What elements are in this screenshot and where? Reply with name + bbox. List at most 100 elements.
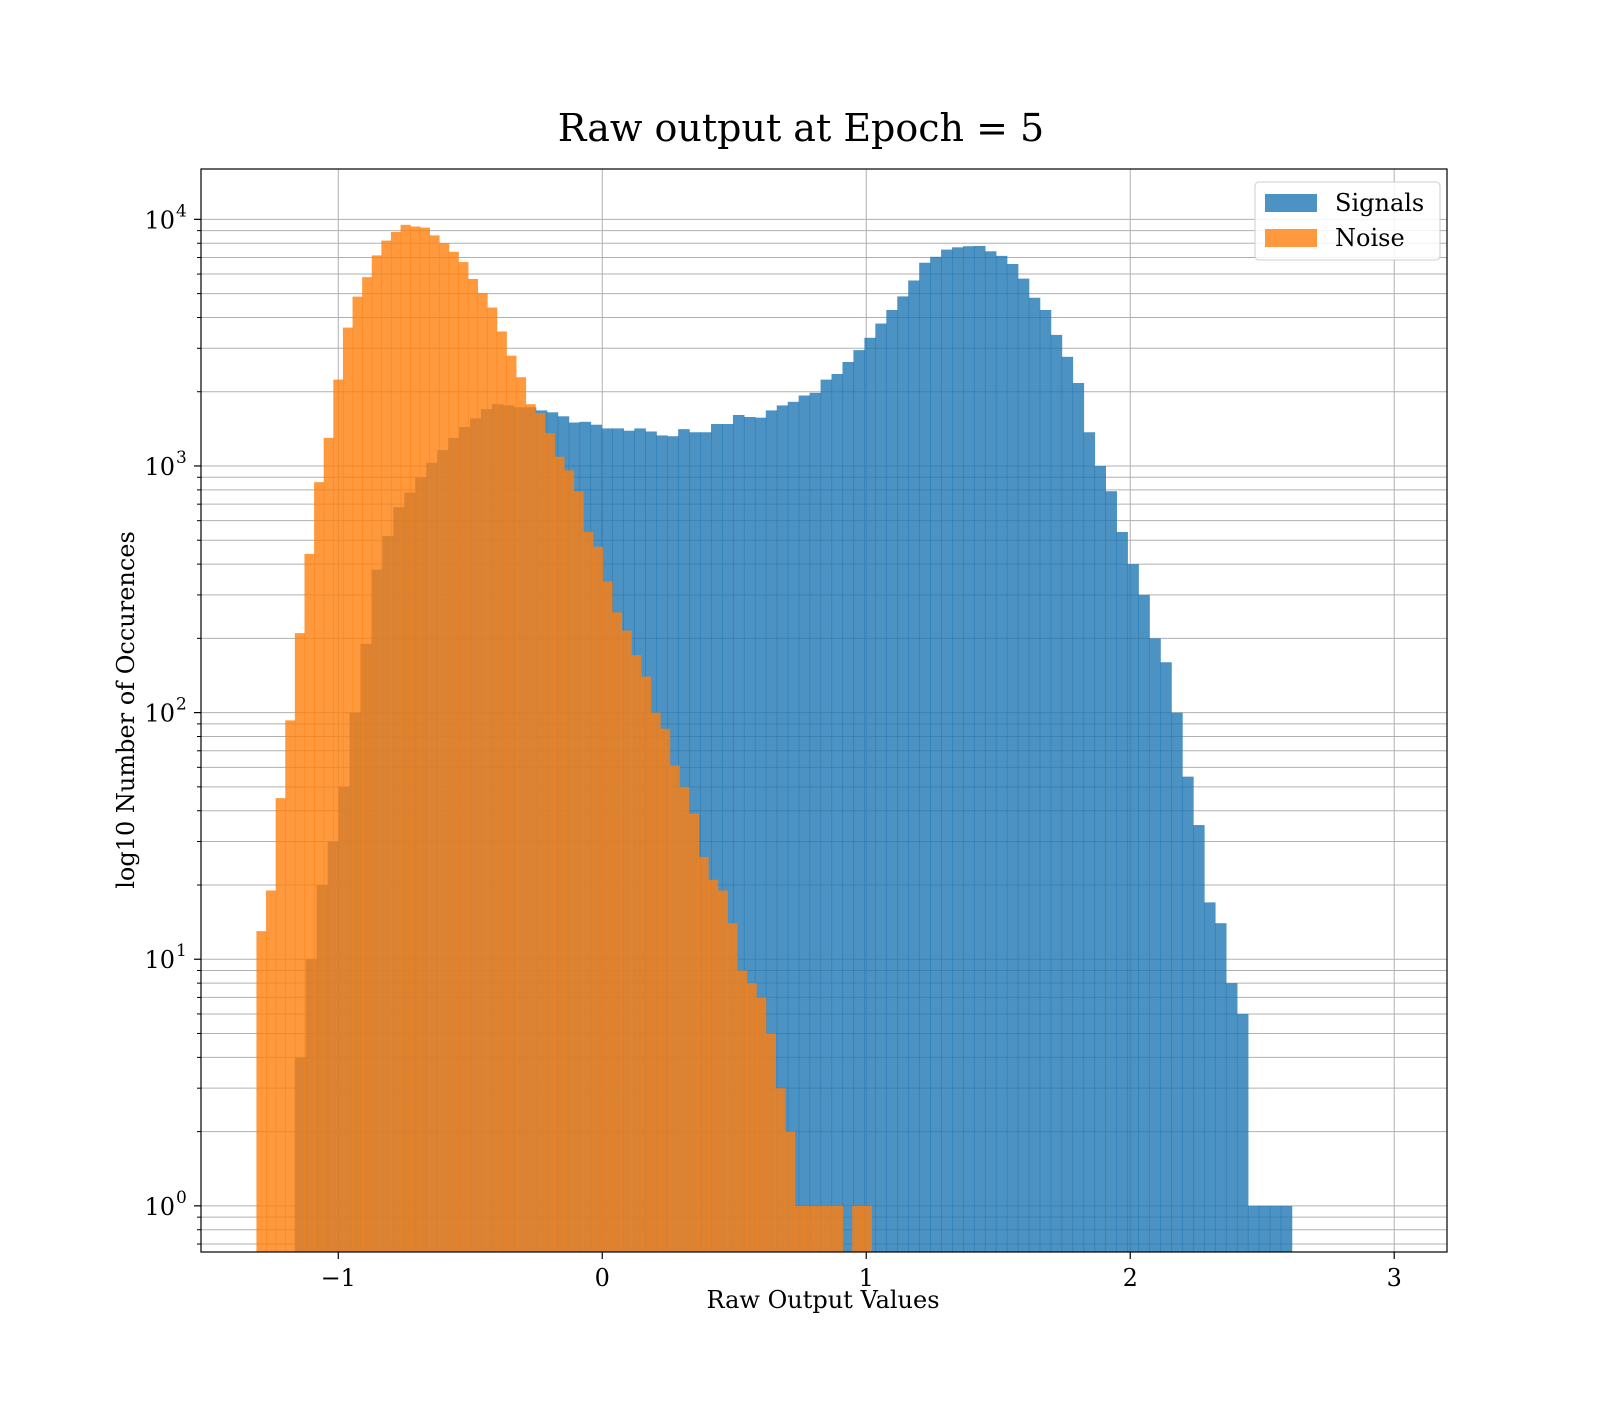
histogram-bars — [256, 224, 1293, 1253]
bar-noise — [861, 1205, 873, 1252]
y-tick-exponent: 2 — [176, 695, 187, 715]
legend-swatch-signals — [1265, 194, 1317, 212]
bar-noise — [688, 813, 700, 1252]
bar-noise — [669, 765, 680, 1252]
bar-signals — [1017, 278, 1030, 1252]
bar-signals — [1072, 382, 1085, 1252]
chart-title: Raw output at Epoch = 5 — [558, 106, 1044, 150]
bar-noise — [756, 997, 767, 1252]
legend: Signals Noise — [1254, 181, 1441, 261]
bar-noise — [708, 879, 719, 1252]
bar-noise — [294, 633, 306, 1252]
bar-noise — [419, 227, 430, 1253]
bar-noise — [323, 437, 334, 1252]
bar-signals — [1083, 432, 1096, 1252]
bar-signals — [1138, 594, 1150, 1252]
y-tick-label: 10 — [144, 946, 175, 974]
bar-signals — [1116, 531, 1128, 1252]
bar-signals — [886, 309, 898, 1252]
bar-signals — [952, 247, 964, 1253]
bar-noise — [304, 553, 315, 1252]
bar-noise — [275, 798, 286, 1252]
bar-noise — [611, 612, 623, 1252]
bar-signals — [930, 256, 942, 1252]
bar-signals — [1028, 297, 1041, 1253]
bar-signals — [732, 414, 745, 1253]
bar-signals — [820, 379, 833, 1253]
bar-noise — [371, 255, 382, 1253]
bar-noise — [640, 676, 652, 1252]
bar-noise — [852, 1205, 863, 1252]
bar-signals — [919, 262, 931, 1253]
bar-signals — [776, 405, 789, 1252]
plot-frame — [200, 168, 1448, 1253]
bar-noise — [314, 482, 325, 1252]
bar-noise — [563, 470, 575, 1253]
bar-noise — [390, 231, 402, 1252]
bar-noise — [698, 856, 709, 1252]
bar-signals — [1182, 776, 1194, 1252]
bar-noise — [496, 331, 507, 1253]
x-tick-label: −1 — [321, 1264, 356, 1292]
bar-signals — [875, 323, 887, 1252]
bar-signals — [754, 417, 767, 1252]
y-tick-exponent: 3 — [176, 448, 187, 468]
bar-noise — [765, 1033, 776, 1252]
bar-noise — [660, 728, 671, 1252]
bar-signals — [1193, 825, 1205, 1252]
bar-signals — [1039, 309, 1052, 1252]
bar-noise — [775, 1088, 786, 1252]
bar-noise — [525, 404, 536, 1253]
bar-noise — [333, 379, 344, 1253]
bar-noise — [823, 1205, 834, 1252]
bar-noise — [592, 546, 603, 1252]
bar-noise — [487, 307, 498, 1252]
bar-signals — [765, 410, 778, 1252]
bar-signals — [1149, 638, 1161, 1252]
bar-noise — [506, 355, 517, 1252]
y-tick-label: 10 — [144, 700, 175, 728]
bar-noise — [477, 292, 488, 1252]
bar-signals — [1258, 1205, 1271, 1252]
bar-signals — [1247, 1205, 1260, 1252]
x-tick-label: 3 — [1387, 1264, 1402, 1292]
y-tick-exponent: 1 — [176, 941, 187, 961]
bar-noise — [804, 1205, 815, 1252]
x-tick-label: 1 — [859, 1264, 874, 1292]
bar-noise — [381, 240, 392, 1253]
bar-noise — [813, 1205, 824, 1252]
bar-noise — [679, 786, 690, 1252]
bar-signals — [973, 245, 986, 1252]
bar-noise — [362, 277, 373, 1252]
bar-noise — [631, 655, 642, 1252]
x-tick-label: 0 — [595, 1264, 610, 1292]
bar-signals — [908, 280, 920, 1252]
y-tick-label: 10 — [144, 1193, 175, 1221]
bar-signals — [962, 246, 975, 1253]
bar-signals — [1225, 983, 1238, 1252]
bar-noise — [285, 720, 296, 1252]
bar-signals — [798, 395, 811, 1252]
bar-noise — [736, 970, 748, 1252]
bar-signals — [1236, 1013, 1249, 1252]
bar-signals — [897, 296, 909, 1252]
bar-signals — [1269, 1205, 1282, 1252]
bar-signals — [995, 255, 1008, 1252]
bar-signals — [984, 251, 997, 1253]
y-axis-label: log10 Number of Occurences — [112, 531, 140, 889]
bar-signals — [1094, 465, 1107, 1253]
bar-noise — [602, 581, 613, 1252]
bar-signals — [853, 350, 865, 1253]
bar-noise — [583, 531, 594, 1252]
bar-noise — [621, 630, 632, 1252]
bar-signals — [1006, 264, 1019, 1252]
bar-signals — [787, 401, 800, 1253]
y-tick-exponent: 4 — [176, 201, 187, 221]
bar-signals — [831, 374, 844, 1252]
legend-swatch-noise — [1265, 229, 1317, 247]
bar-signals — [842, 361, 855, 1252]
x-tick-label: 2 — [1123, 1264, 1138, 1292]
bar-noise — [448, 251, 459, 1252]
